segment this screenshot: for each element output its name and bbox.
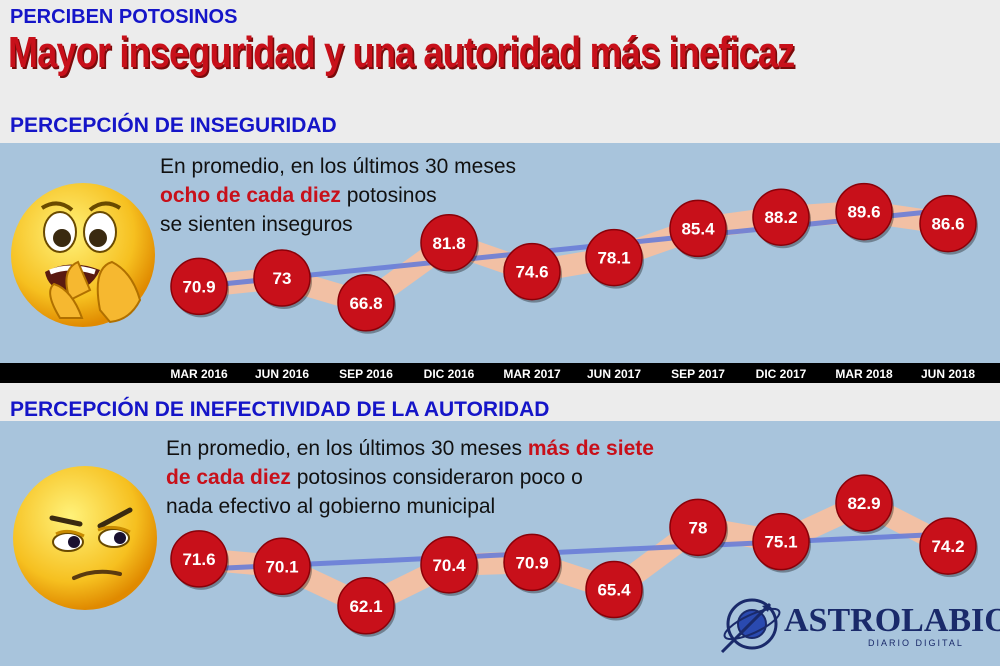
data-point-marker (170, 257, 228, 316)
x-tick-label: SEP 2016 (339, 367, 393, 381)
data-label: 66.8 (349, 294, 382, 313)
chart1-note-line3: se sienten inseguros (160, 213, 353, 236)
data-point-marker (170, 530, 228, 588)
astrolabe-icon (720, 598, 781, 654)
x-tick-label: MAR 2017 (503, 367, 561, 381)
header-band (0, 0, 1000, 143)
data-point-marker (669, 498, 727, 557)
chart2-note-highlight1: más de siete (527, 437, 654, 460)
x-tick-label: JUN 2016 (254, 367, 310, 381)
data-label: 78.1 (597, 249, 630, 268)
section2-title: PERCEPCIÓN DE INEFECTIVIDAD DE LA AUTORI… (10, 398, 550, 421)
chart1-note-line1: En promedio, en los últimos 30 meses (160, 155, 517, 178)
skeptical-face-emoji (13, 466, 157, 610)
chart2-note-line2: de cada diez potosinos consideraron poco… (166, 463, 654, 492)
x-tick-label: JUN 2018 (920, 367, 976, 381)
chart1-note-line2: ocho de cada diez potosinos (160, 181, 516, 210)
data-point-marker (337, 274, 395, 332)
data-point-marker (420, 536, 478, 594)
data-label: 88.2 (764, 208, 797, 227)
data-point-marker (503, 242, 561, 301)
data-label: 85.4 (681, 219, 715, 238)
data-label: 62.1 (349, 597, 382, 616)
data-label: 75.1 (764, 533, 797, 552)
chart2-note-highlight2: de cada diez (166, 466, 291, 489)
data-point-marker (503, 533, 561, 592)
section-separator (0, 383, 1000, 421)
data-label: 78 (689, 518, 708, 537)
data-label: 81.8 (432, 234, 465, 253)
chart1-series: 70.9 73 66.8 81.8 74.6 78.1 85.4 88.2 89.6 86.6 (170, 182, 978, 334)
data-point-marker (752, 512, 810, 571)
data-label: 70.1 (265, 557, 298, 576)
data-label: 86.6 (931, 215, 964, 234)
x-tick-label: MAR 2018 (835, 367, 893, 381)
chart2-note-line2-rest: potosinos consideraron poco o (290, 466, 583, 489)
data-point-marker (585, 560, 643, 619)
chart2-note-line1: En promedio, en los últimos 30 meses más… (166, 434, 654, 463)
data-label: 70.9 (515, 553, 548, 572)
x-tick-label: MAR 2016 (170, 367, 228, 381)
chart1-trend-line (198, 209, 933, 289)
worried-face-emoji (11, 183, 155, 327)
chart2-note-line3: nada efectivo al gobierno municipal (166, 495, 496, 518)
data-point-marker (919, 194, 977, 253)
data-label: 82.9 (847, 494, 880, 513)
chart2-note-line1-a: En promedio, en los últimos 30 meses (166, 437, 528, 460)
chart1-note-line2-rest: potosinos (340, 184, 437, 207)
data-label: 70.9 (182, 277, 215, 296)
data-point-marker (752, 188, 810, 246)
chart1-band (197, 200, 950, 314)
data-point-marker (835, 182, 893, 241)
chart2-trend-line (198, 532, 933, 572)
chart2-annotation: En promedio, en los últimos 30 meses más… (166, 434, 654, 521)
data-label: 73 (273, 269, 292, 288)
x-tick-label: DIC 2017 (755, 367, 807, 381)
kicker: PERCIBEN POTOSINOS (10, 6, 238, 28)
logo-name: ASTROLABIO (784, 602, 1000, 639)
chart2-series: 71.6 70.1 62.1 70.4 70.9 65.4 78 75.1 82.9 74.2 (170, 474, 978, 637)
data-point-marker (669, 199, 727, 258)
data-point-marker (835, 474, 893, 532)
x-tick-label: SEP 2017 (671, 367, 725, 381)
data-point-marker (337, 577, 395, 635)
data-label: 65.4 (597, 580, 631, 599)
x-tick-label: JUN 2017 (586, 367, 642, 381)
x-axis-band (0, 363, 1000, 383)
chart2-band (198, 492, 954, 617)
data-label: 74.6 (515, 263, 548, 282)
x-tick-label: DIC 2016 (423, 367, 475, 381)
data-point-marker (919, 517, 977, 575)
data-label: 71.6 (182, 550, 215, 569)
astrolabio-logo: ASTROLABIO DIARIO DIGITAL (716, 596, 1000, 660)
data-label: 89.6 (847, 203, 880, 222)
data-point-marker (253, 537, 311, 596)
data-point-marker (253, 249, 311, 307)
section1-title: PERCEPCIÓN DE INSEGURIDAD (10, 114, 337, 137)
data-label: 70.4 (432, 556, 466, 575)
chart1-annotation: En promedio, en los últimos 30 meses och… (160, 152, 516, 239)
logo-subtitle: DIARIO DIGITAL (868, 638, 964, 648)
data-label: 74.2 (931, 537, 964, 556)
data-point-marker (420, 214, 478, 272)
data-point-marker (585, 228, 643, 287)
headline: Mayor inseguridad y una autoridad más in… (8, 28, 795, 77)
chart1-note-highlight: ocho de cada diez (160, 184, 341, 207)
chart2-panel (0, 421, 1000, 666)
